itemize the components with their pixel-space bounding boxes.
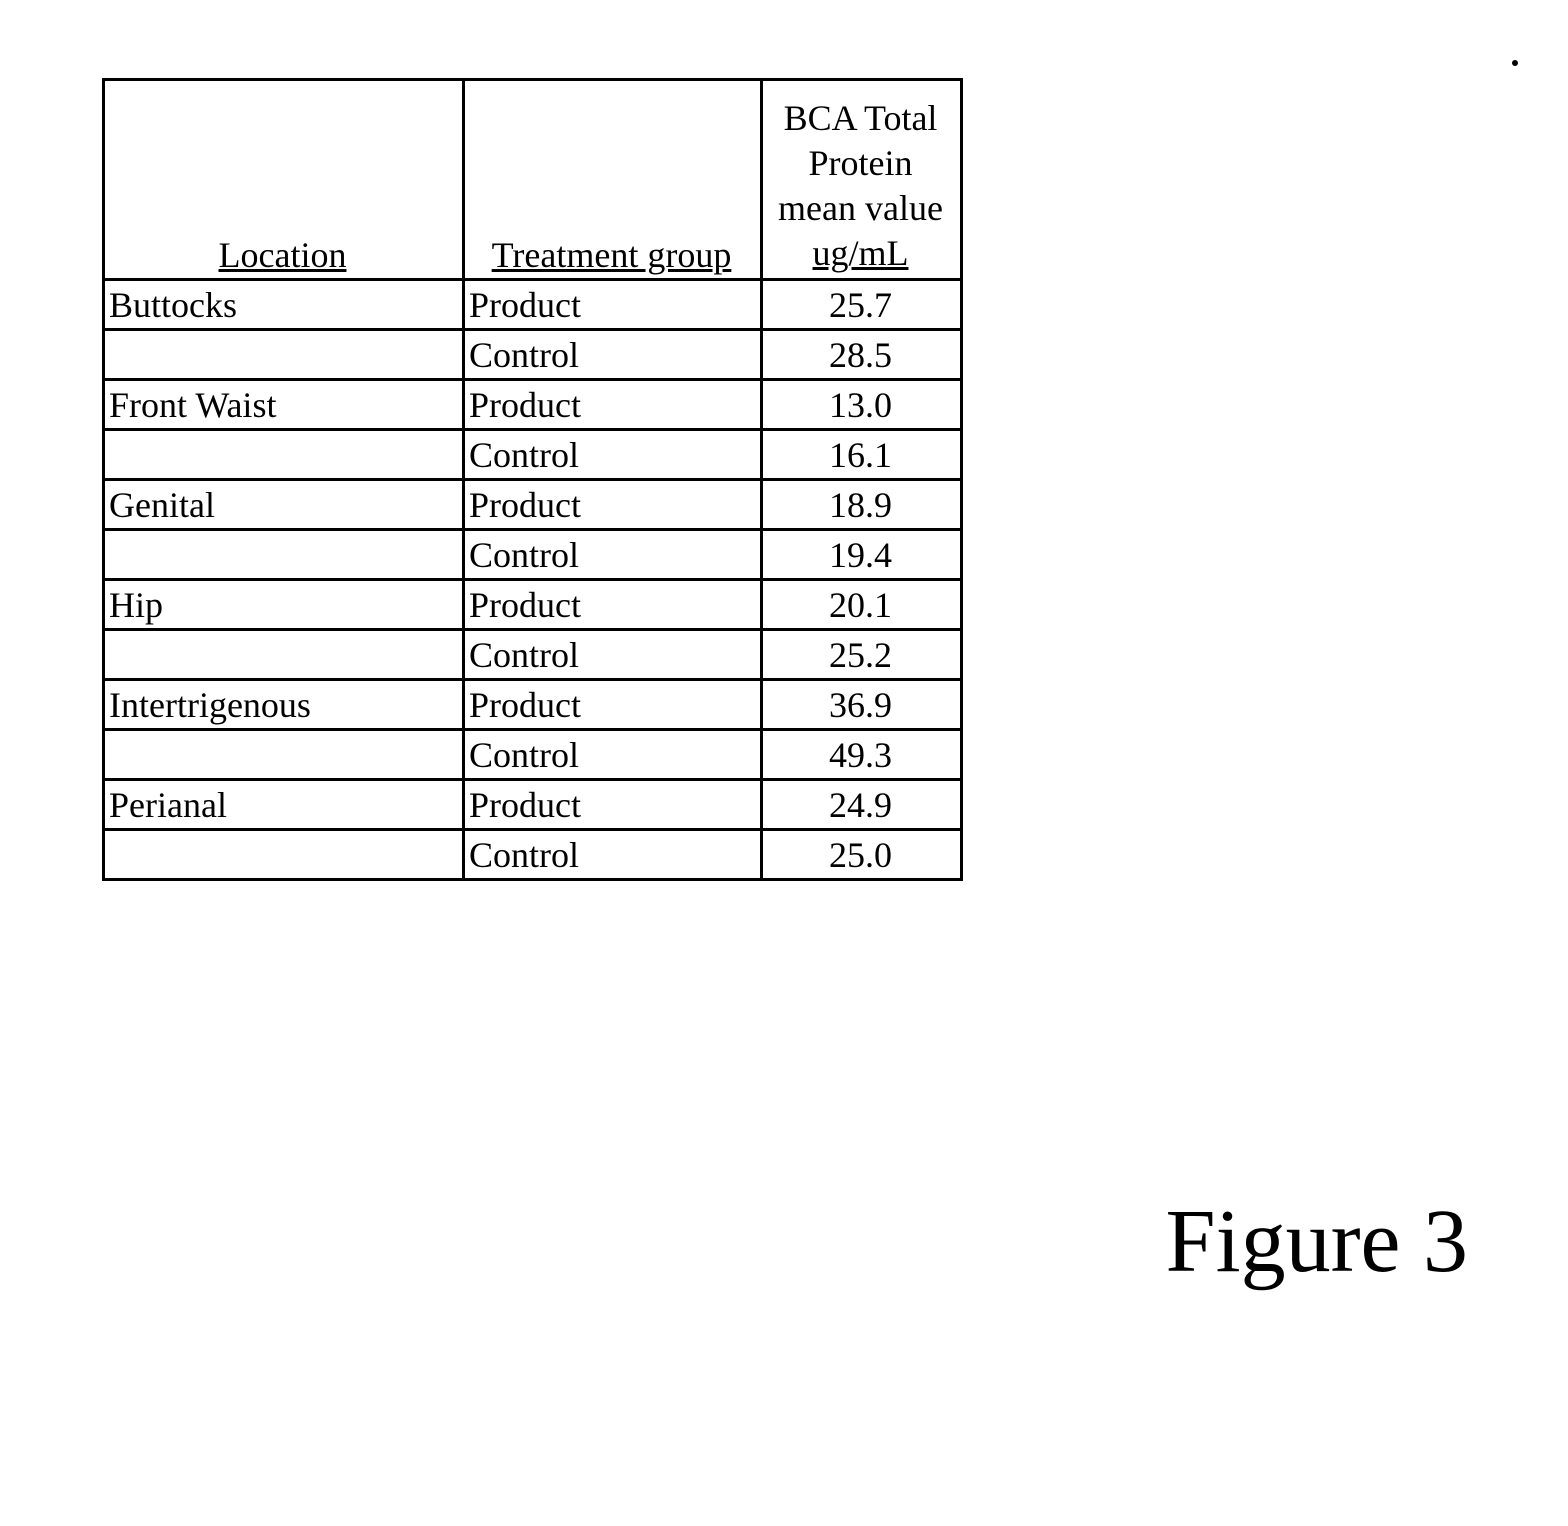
cell-value: 36.9 (762, 680, 962, 730)
data-table-container: Location Treatment group BCA Total Prote… (102, 78, 963, 881)
cell-location: Hip (104, 580, 464, 630)
cell-treatment: Control (464, 430, 762, 480)
cell-treatment: Product (464, 280, 762, 330)
cell-location (104, 430, 464, 480)
cell-value: 25.2 (762, 630, 962, 680)
header-value: BCA Total Protein mean value ug/mL (762, 80, 962, 280)
stray-mark (1512, 60, 1518, 66)
table-row: Perianal Product 24.9 (104, 780, 962, 830)
cell-value: 16.1 (762, 430, 962, 480)
table-row: Control 16.1 (104, 430, 962, 480)
table-header-row: Location Treatment group BCA Total Prote… (104, 80, 962, 280)
header-value-line1: BCA Total (767, 96, 954, 141)
cell-location (104, 530, 464, 580)
cell-value: 20.1 (762, 580, 962, 630)
figure-caption: Figure 3 (1166, 1190, 1468, 1293)
cell-treatment: Product (464, 480, 762, 530)
table-body: Buttocks Product 25.7 Control 28.5 Front… (104, 280, 962, 880)
cell-location (104, 330, 464, 380)
table-row: Control 28.5 (104, 330, 962, 380)
table-row: Control 25.0 (104, 830, 962, 880)
cell-location (104, 630, 464, 680)
table-row: Genital Product 18.9 (104, 480, 962, 530)
cell-location (104, 830, 464, 880)
table-row: Front Waist Product 13.0 (104, 380, 962, 430)
cell-location: Genital (104, 480, 464, 530)
cell-value: 19.4 (762, 530, 962, 580)
cell-value: 25.0 (762, 830, 962, 880)
cell-treatment: Control (464, 330, 762, 380)
cell-treatment: Product (464, 780, 762, 830)
cell-treatment: Control (464, 830, 762, 880)
cell-treatment: Control (464, 730, 762, 780)
cell-location (104, 730, 464, 780)
cell-location: Buttocks (104, 280, 464, 330)
cell-treatment: Control (464, 530, 762, 580)
table-row: Buttocks Product 25.7 (104, 280, 962, 330)
header-value-line4: ug/mL (767, 231, 954, 276)
header-location: Location (104, 80, 464, 280)
cell-value: 13.0 (762, 380, 962, 430)
cell-treatment: Product (464, 380, 762, 430)
cell-treatment: Product (464, 580, 762, 630)
cell-value: 24.9 (762, 780, 962, 830)
header-treatment-label: Treatment group (492, 235, 732, 275)
table-row: Control 19.4 (104, 530, 962, 580)
cell-location: Intertrigenous (104, 680, 464, 730)
table-row: Intertrigenous Product 36.9 (104, 680, 962, 730)
header-treatment: Treatment group (464, 80, 762, 280)
cell-treatment: Product (464, 680, 762, 730)
header-value-line2: Protein (767, 141, 954, 186)
table-row: Control 25.2 (104, 630, 962, 680)
header-value-line3: mean value (767, 186, 954, 231)
header-value-content: BCA Total Protein mean value ug/mL (767, 96, 954, 276)
cell-location: Perianal (104, 780, 464, 830)
table-row: Control 49.3 (104, 730, 962, 780)
table-row: Hip Product 20.1 (104, 580, 962, 630)
cell-value: 18.9 (762, 480, 962, 530)
cell-value: 25.7 (762, 280, 962, 330)
cell-location: Front Waist (104, 380, 464, 430)
cell-treatment: Control (464, 630, 762, 680)
header-location-label: Location (219, 235, 347, 275)
cell-value: 49.3 (762, 730, 962, 780)
protein-data-table: Location Treatment group BCA Total Prote… (102, 78, 963, 881)
cell-value: 28.5 (762, 330, 962, 380)
